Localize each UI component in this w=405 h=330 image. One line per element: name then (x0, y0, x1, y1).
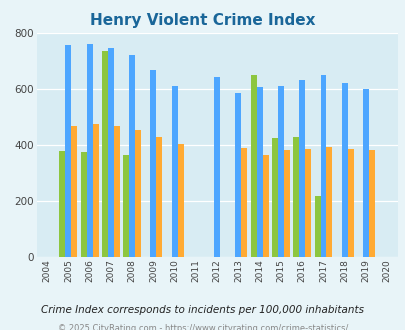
Bar (108, 48, 114, 257)
Bar (129, 55, 135, 257)
Bar (292, 137, 298, 257)
Bar (277, 86, 283, 257)
Bar (347, 149, 353, 257)
Bar (87, 44, 92, 257)
Bar (171, 86, 177, 257)
Bar (314, 196, 320, 257)
Bar (135, 130, 141, 257)
Bar (262, 155, 268, 257)
Bar (256, 87, 262, 257)
Bar (81, 152, 87, 257)
Bar (283, 150, 289, 257)
Bar (235, 93, 241, 257)
Bar (60, 151, 65, 257)
Bar (92, 124, 98, 257)
Bar (298, 80, 305, 257)
Bar (305, 149, 310, 257)
Bar (123, 155, 129, 257)
Bar (65, 45, 71, 257)
Text: Henry Violent Crime Index: Henry Violent Crime Index (90, 13, 315, 28)
Bar (150, 70, 156, 257)
Bar (156, 137, 162, 257)
Bar (241, 148, 247, 257)
Bar (368, 150, 374, 257)
Text: © 2025 CityRating.com - https://www.cityrating.com/crime-statistics/: © 2025 CityRating.com - https://www.city… (58, 324, 347, 330)
Bar (114, 126, 119, 257)
Bar (250, 75, 256, 257)
Bar (362, 89, 368, 257)
Bar (71, 126, 77, 257)
Text: Crime Index corresponds to incidents per 100,000 inhabitants: Crime Index corresponds to incidents per… (41, 305, 364, 315)
Bar (341, 83, 347, 257)
Bar (102, 51, 108, 257)
Bar (320, 75, 326, 257)
Bar (214, 77, 220, 257)
Bar (271, 138, 277, 257)
Bar (177, 144, 183, 257)
Bar (326, 147, 332, 257)
